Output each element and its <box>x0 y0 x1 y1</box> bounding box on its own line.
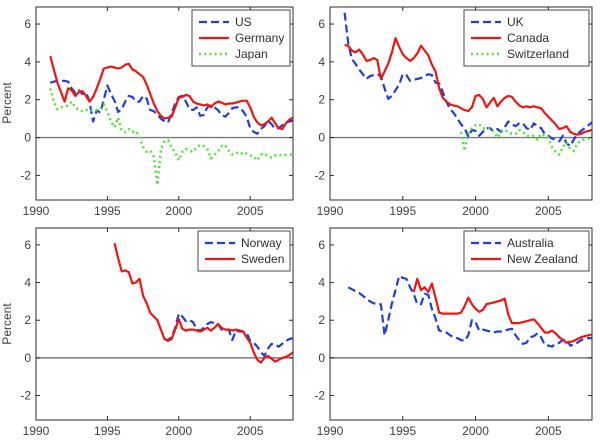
y-axis-label: Percent <box>0 303 14 345</box>
x-tick-label: 1995 <box>389 424 416 438</box>
legend-label: Norway <box>241 236 282 250</box>
y-tick-label: 6 <box>24 238 31 252</box>
chart-bottom-right: 1990 1995 2000 2005 -2 0 2 4 6 Australia New Zeala… <box>314 227 593 438</box>
legend-label: Sweden <box>241 252 284 266</box>
panel-bottom-right: 1990 1995 2000 2005 -2 0 2 4 6 Australia New Zeala… <box>300 221 600 443</box>
x-tick-label: 2005 <box>237 424 264 438</box>
series-line-new-zealand <box>412 277 592 344</box>
series-line-norway <box>164 312 293 358</box>
x-tick-label: 1990 <box>23 424 50 438</box>
y-tick-label: 6 <box>318 238 325 252</box>
chart-top-left: 1990 1995 2000 2005 -2 0 2 4 6 US Germany Japan <box>20 6 294 218</box>
legend-label: New Zealand <box>507 252 578 266</box>
panel-top-right: 1990 1995 2000 2005 -2 0 2 4 6 UK Canada Switzerlan… <box>300 0 600 222</box>
legend-box <box>463 230 590 272</box>
y-tick-label: 0 <box>318 131 325 145</box>
y-tick-label: 2 <box>24 313 31 327</box>
legend-label: Germany <box>235 31 284 45</box>
series-line-australia <box>347 274 592 348</box>
x-tick-label: 1990 <box>23 204 50 218</box>
y-tick-label: -2 <box>314 168 325 182</box>
y-tick-label: 2 <box>24 93 31 107</box>
legend-label: Australia <box>507 236 554 250</box>
y-tick-label: -2 <box>314 389 325 403</box>
x-tick-label: 1990 <box>317 424 344 438</box>
x-tick-label: 1990 <box>317 204 344 218</box>
series-line-sweden <box>113 242 293 364</box>
chart-top-right: 1990 1995 2000 2005 -2 0 2 4 6 UK Canada Switzerlan… <box>314 6 593 218</box>
x-tick-label: 2000 <box>165 424 192 438</box>
y-tick-label: 4 <box>318 55 325 69</box>
x-tick-label: 2000 <box>462 204 489 218</box>
legend-label: Switzerland <box>507 47 569 61</box>
y-tick-label: -2 <box>20 389 31 403</box>
panel-top-left: 1990 1995 2000 2005 -2 0 2 4 6 US Germany Japan Per… <box>0 0 300 222</box>
y-tick-label: 0 <box>24 131 31 145</box>
y-tick-label: 4 <box>24 276 31 290</box>
legend-label: UK <box>507 15 524 29</box>
y-tick-label: 4 <box>24 55 31 69</box>
y-tick-label: 2 <box>318 93 325 107</box>
axis-box <box>329 227 593 421</box>
series-line-canada <box>344 37 592 136</box>
panel-bottom-left: 1990 1995 2000 2005 -2 0 2 4 6 Norway Sweden Perce… <box>0 221 300 443</box>
x-tick-label: 2005 <box>237 204 264 218</box>
series-line-us <box>49 79 293 135</box>
series-line-germany <box>49 55 293 131</box>
x-tick-label: 2000 <box>462 424 489 438</box>
legend-box <box>197 230 291 272</box>
axis-box <box>329 6 593 201</box>
y-axis-label: Percent <box>0 82 14 124</box>
x-tick-label: 2005 <box>535 204 562 218</box>
series-line-uk <box>343 12 592 148</box>
y-tick-label: 2 <box>318 313 325 327</box>
legend-label: US <box>235 15 252 29</box>
y-tick-label: 0 <box>24 351 31 365</box>
x-tick-label: 2000 <box>165 204 192 218</box>
legend-label: Canada <box>507 31 549 45</box>
x-tick-label: 1995 <box>94 204 121 218</box>
x-tick-label: 1995 <box>94 424 121 438</box>
y-tick-label: 0 <box>318 351 325 365</box>
series-line-japan <box>49 88 293 187</box>
x-tick-label: 1995 <box>389 204 416 218</box>
legend-label: Japan <box>235 47 268 61</box>
y-tick-label: 6 <box>24 17 31 31</box>
x-tick-label: 2005 <box>535 424 562 438</box>
axis-box <box>35 227 294 421</box>
y-tick-label: -2 <box>20 168 31 182</box>
y-tick-label: 4 <box>318 276 325 290</box>
y-tick-label: 6 <box>318 17 325 31</box>
axis-box <box>35 6 294 201</box>
chart-bottom-left: 1990 1995 2000 2005 -2 0 2 4 6 Norway Sweden <box>20 227 294 438</box>
